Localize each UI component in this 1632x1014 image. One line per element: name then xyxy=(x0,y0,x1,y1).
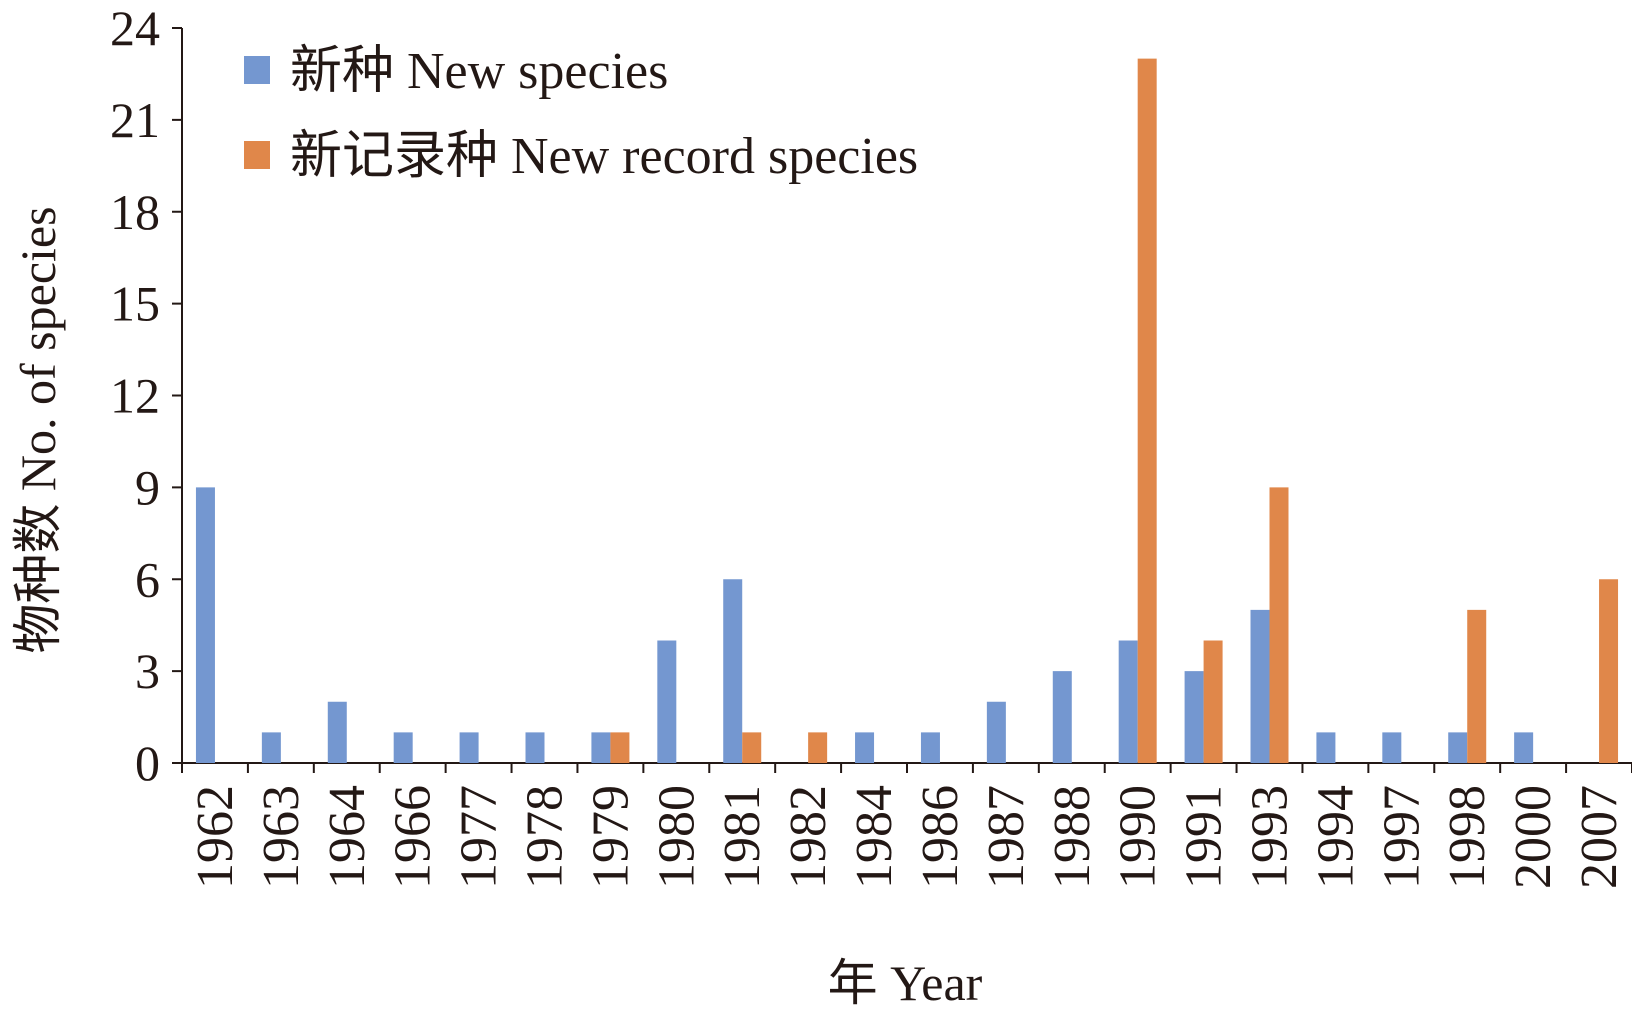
new-record-bar-1979 xyxy=(610,732,630,763)
new-species-bar-2000 xyxy=(1514,732,1534,763)
new-species-bar-1964 xyxy=(327,701,347,763)
y-tick-label: 18 xyxy=(110,184,160,240)
new-species-bar-1977 xyxy=(459,732,479,763)
x-tick-label: 1982 xyxy=(780,785,837,889)
y-tick-label: 9 xyxy=(135,459,160,515)
new-species-bar-1963 xyxy=(261,732,281,763)
x-tick-label: 1987 xyxy=(978,785,1035,889)
legend-label-new-record: 新记录种 New record species xyxy=(290,128,918,185)
x-tick-label: 1979 xyxy=(582,785,639,889)
y-tick-label: 15 xyxy=(110,276,160,332)
x-tick-label: 1991 xyxy=(1176,785,1233,889)
x-tick-label: 1980 xyxy=(648,785,705,889)
new-species-bar-1980 xyxy=(657,640,677,763)
new-species-bar-1993 xyxy=(1250,609,1270,763)
x-tick-label: 1984 xyxy=(846,785,903,889)
new-species-bar-1994 xyxy=(1316,732,1336,763)
x-tick-label: 1981 xyxy=(714,785,771,889)
x-tick-label: 1963 xyxy=(253,785,310,889)
legend-swatch-new-species xyxy=(244,56,270,84)
x-tick-label: 1966 xyxy=(385,785,442,889)
x-tick-label: 1993 xyxy=(1242,785,1299,889)
x-tick-label: 1994 xyxy=(1307,785,1364,889)
new-species-bar-1966 xyxy=(393,732,413,763)
new-species-bar-1991 xyxy=(1184,671,1204,763)
y-tick-label: 12 xyxy=(110,368,160,424)
y-tick-label: 3 xyxy=(135,643,160,699)
y-tick-label: 24 xyxy=(110,0,160,56)
new-record-bar-1991 xyxy=(1203,640,1223,763)
y-tick-label: 0 xyxy=(135,735,160,791)
new-record-bar-1982 xyxy=(808,732,828,763)
y-tick-label: 21 xyxy=(110,92,160,148)
new-species-bar-1986 xyxy=(920,732,940,763)
new-record-bar-1998 xyxy=(1467,609,1487,763)
new-species-bar-1978 xyxy=(525,732,545,763)
x-tick-label: 1990 xyxy=(1110,785,1167,889)
x-tick-label: 1998 xyxy=(1439,785,1496,889)
x-tick-label: 1977 xyxy=(451,785,508,889)
x-tick-label: 1988 xyxy=(1044,785,1101,889)
new-record-bar-2007 xyxy=(1599,579,1619,763)
new-species-bar-1979 xyxy=(591,732,611,763)
legend: 新种 New species 新记录种 New record species xyxy=(244,43,918,185)
x-tick-label: 1986 xyxy=(912,785,969,889)
x-tick-label: 1997 xyxy=(1373,785,1430,889)
new-species-bar-1987 xyxy=(986,701,1006,763)
new-species-bar-1962 xyxy=(195,487,215,763)
x-tick-label: 1962 xyxy=(187,785,244,889)
x-tick-label: 2007 xyxy=(1571,785,1628,889)
x-tick-label: 1964 xyxy=(319,785,376,889)
legend-swatch-new-record xyxy=(244,141,270,169)
new-species-bar-1981 xyxy=(723,579,743,763)
new-species-bar-1990 xyxy=(1118,640,1138,763)
y-axis-title: 物种数 No. of species xyxy=(10,206,66,653)
new-species-bar-1998 xyxy=(1448,732,1468,763)
legend-label-new-species: 新种 New species xyxy=(290,43,668,100)
new-record-bar-1981 xyxy=(742,732,762,763)
new-record-bar-1993 xyxy=(1269,487,1289,763)
bars-layer xyxy=(195,58,1619,763)
x-tick-label: 2000 xyxy=(1505,785,1562,889)
new-species-bar-1984 xyxy=(855,732,875,763)
new-species-bar-1988 xyxy=(1052,671,1072,763)
x-axis-title: 年 Year xyxy=(828,955,983,1011)
new-species-bar-1997 xyxy=(1382,732,1402,763)
x-tick-label: 1978 xyxy=(517,785,574,889)
new-record-bar-1990 xyxy=(1137,58,1157,763)
y-tick-label: 6 xyxy=(135,551,160,607)
